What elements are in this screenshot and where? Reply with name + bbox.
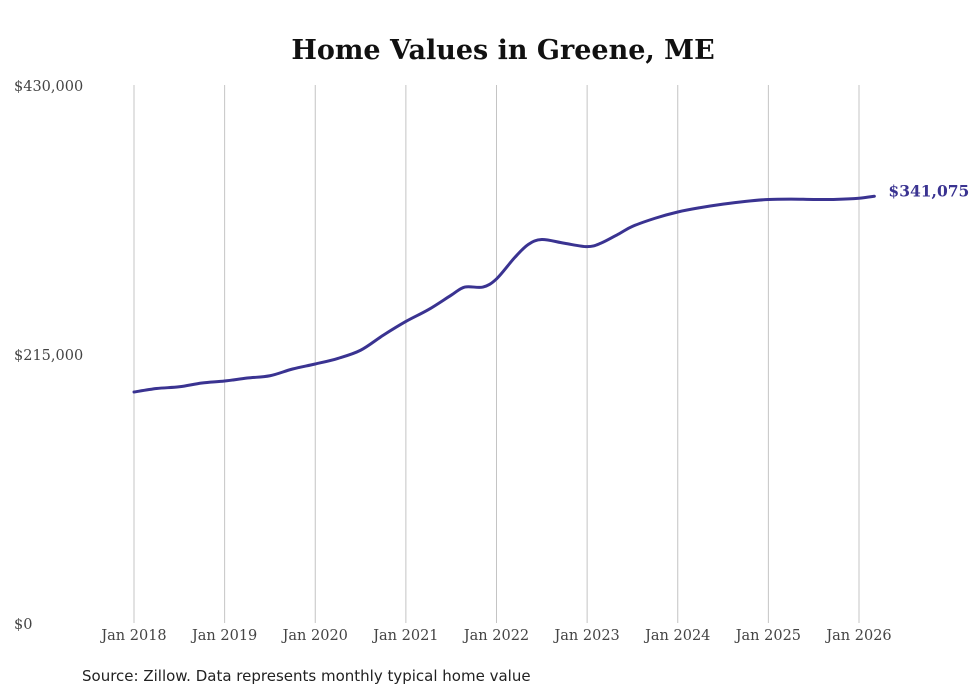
source-note: Source: Zillow. Data represents monthly … [82,667,531,685]
x-tick-label: Jan 2018 [99,628,166,644]
series-line [132,194,876,394]
x-tick-label: Jan 2026 [824,628,891,644]
x-tick-label: Jan 2019 [190,628,257,644]
y-tick-label: $215,000 [14,348,83,364]
x-tick-label: Jan 2020 [281,628,348,644]
y-tick-label: $0 [14,617,32,633]
chart-title: Home Values in Greene, ME [291,35,714,66]
y-tick-label: $430,000 [14,79,83,95]
x-tick-label: Jan 2025 [734,628,801,644]
x-tick-label: Jan 2022 [462,628,529,644]
x-tick-label: Jan 2021 [371,628,438,644]
x-tick-label: Jan 2023 [552,628,619,644]
x-tick-label: Jan 2024 [643,628,710,644]
end-value-label: $341,075 [888,181,969,200]
